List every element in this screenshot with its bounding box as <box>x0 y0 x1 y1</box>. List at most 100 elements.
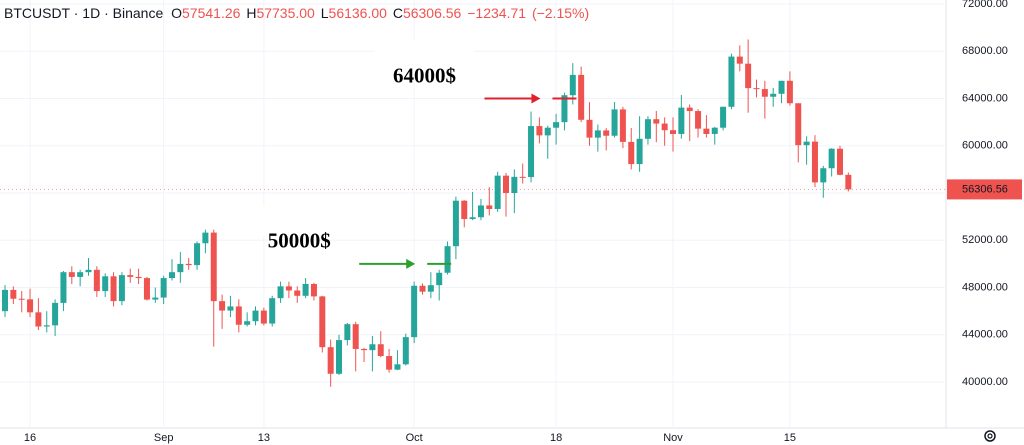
candle-body <box>778 80 785 94</box>
candle-body <box>553 122 560 128</box>
ohlc-label: O <box>171 5 182 21</box>
x-tick-label: Sep <box>154 432 174 444</box>
candle-body <box>210 232 217 302</box>
x-tick-label: Oct <box>406 432 423 444</box>
candle-body <box>653 119 660 124</box>
y-tick-label: 60000.00 <box>962 140 1008 152</box>
candle-body <box>302 283 309 296</box>
candle-body <box>2 289 8 312</box>
candle-body <box>469 217 476 220</box>
candle-body <box>85 269 92 273</box>
candle-body <box>310 283 317 297</box>
candle-body <box>110 276 117 302</box>
ohlc-value: 57735.00 <box>256 5 315 21</box>
candle-body <box>636 138 643 165</box>
candle-body <box>845 174 852 190</box>
candle-body <box>394 364 401 370</box>
y-tick-label: 72000.00 <box>962 0 1008 10</box>
y-tick-label: 68000.00 <box>962 45 1008 57</box>
ohlc-value: 56136.00 <box>329 5 388 21</box>
candle-body <box>786 80 793 104</box>
candle-body <box>152 297 159 300</box>
candle-body <box>444 246 451 273</box>
candle-body <box>661 123 668 131</box>
candle-body <box>160 278 167 298</box>
change: −1234.71 <box>467 5 526 21</box>
candle-body <box>519 176 526 178</box>
candle-body <box>10 289 17 299</box>
candle-body <box>135 276 142 279</box>
candle-body <box>35 312 42 327</box>
candle-body <box>544 127 551 136</box>
candle-body <box>202 232 209 244</box>
candle-body <box>419 285 426 292</box>
candle-body <box>603 130 610 136</box>
candle-body <box>436 272 443 286</box>
candle-body <box>352 324 359 349</box>
candle-body <box>102 276 109 292</box>
candle-body <box>52 302 59 326</box>
candles <box>2 39 852 387</box>
candle-body <box>770 93 777 97</box>
candle-body <box>269 298 276 324</box>
annotation-arrowhead <box>531 93 541 104</box>
candle-body <box>678 107 685 134</box>
y-tick-label: 64000.00 <box>962 92 1008 104</box>
candle-body <box>561 95 568 123</box>
candle-body <box>628 141 635 165</box>
candle-body <box>252 310 259 322</box>
candle-body <box>369 344 376 351</box>
candle-body <box>578 74 585 120</box>
candle-body <box>528 126 535 178</box>
candle-body <box>377 344 384 357</box>
x-tick-label: 18 <box>550 432 562 444</box>
candle-body <box>803 141 810 146</box>
candle-body <box>60 272 67 303</box>
candle-body <box>43 325 50 327</box>
candle-body <box>594 130 601 138</box>
candle-body <box>644 119 651 139</box>
candle-body <box>703 128 710 134</box>
settings-icon[interactable] <box>984 430 996 442</box>
candle-body <box>361 348 368 351</box>
candle-body <box>494 175 501 209</box>
change-pct: (−2.15%) <box>532 5 589 21</box>
candle-body <box>820 168 827 183</box>
legend-header: BTCUSDT · 1D · Binance O57541.26 H57735.… <box>4 5 589 21</box>
annotation-box <box>249 205 350 236</box>
candle-body <box>828 148 835 169</box>
candle-body <box>27 299 34 313</box>
candle-body <box>745 63 752 89</box>
candle-body <box>811 141 818 183</box>
candle-body <box>294 290 301 296</box>
ohlc-value: 56306.56 <box>403 5 462 21</box>
candle-body <box>219 301 226 311</box>
candle-body <box>753 88 760 90</box>
ohlc-value: 57541.26 <box>182 5 241 21</box>
ohlc-label: L <box>321 5 329 21</box>
candle-body <box>319 296 326 348</box>
candle-body <box>670 130 676 134</box>
candle-body <box>285 286 292 291</box>
candle-body <box>402 337 409 365</box>
candle-body <box>795 103 802 146</box>
candle-body <box>511 176 518 194</box>
candle-body <box>386 356 393 370</box>
annotation-text: 64000$ <box>393 63 456 87</box>
candle-body <box>477 205 484 218</box>
x-tick-label: 15 <box>784 432 796 444</box>
candle-body <box>327 347 334 374</box>
ohlc-label: C <box>393 5 403 21</box>
candle-body <box>619 109 626 142</box>
candle-body <box>427 285 434 292</box>
ohlc-label: H <box>246 5 256 21</box>
candle-body <box>336 340 342 374</box>
candle-body <box>411 285 418 338</box>
candle-body <box>461 200 468 220</box>
candle-body <box>227 306 234 311</box>
annotation-text: 50000$ <box>268 229 331 253</box>
candle-body <box>611 109 618 136</box>
candle-body <box>235 306 242 325</box>
